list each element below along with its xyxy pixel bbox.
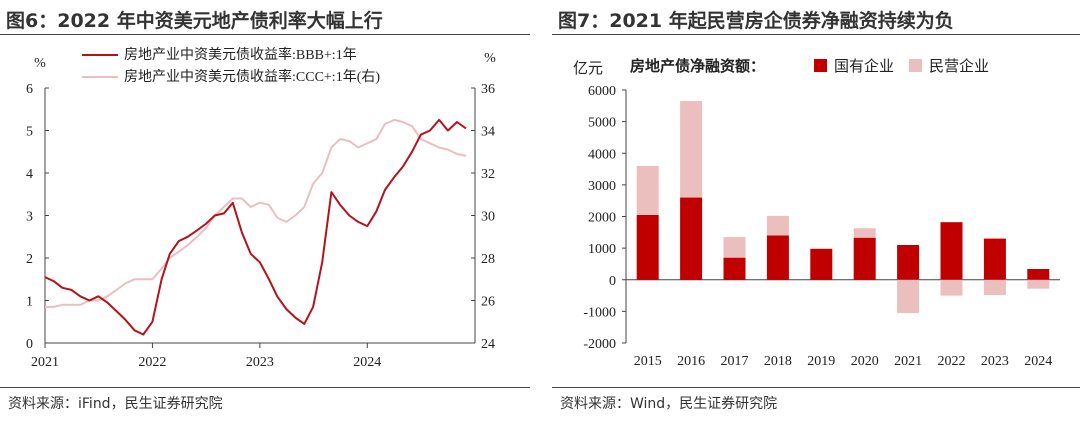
bar-private <box>636 165 659 215</box>
bar-private <box>853 228 876 238</box>
bar-state-owned <box>636 214 659 280</box>
y-right-tick-label: 28 <box>481 252 495 267</box>
source-note: 资料来源：Wind，民生证券研究院 <box>560 396 778 412</box>
y-tick-label: 4000 <box>588 147 616 162</box>
bar-state-owned <box>853 237 876 280</box>
x-tick-label: 2024 <box>1024 354 1052 369</box>
legend-label: 房地产业中资美元债收益率:BBB+:1年 <box>124 46 357 63</box>
y-tick-label: 2000 <box>588 211 616 226</box>
source-note: 资料来源：iFind，民生证券研究院 <box>8 396 223 412</box>
source-divider <box>552 387 1080 388</box>
y-tick-label: 0 <box>609 274 616 289</box>
x-tick-label: 2019 <box>807 354 835 369</box>
y-tick-label: 1 <box>26 295 33 310</box>
y-axis-unit: % <box>34 56 46 71</box>
legend-swatch <box>814 59 827 72</box>
title-divider <box>0 34 530 35</box>
y-axis-unit: 亿元 <box>573 60 603 77</box>
bar-private <box>680 101 703 198</box>
bar-state-owned <box>766 235 789 280</box>
y-tick-label: 3000 <box>588 179 616 194</box>
legend-label: 国有企业 <box>834 57 894 75</box>
x-tick-label: 2023 <box>981 354 1009 369</box>
bar-private <box>766 215 789 236</box>
y-tick-label: 4 <box>26 167 33 182</box>
x-tick-label: 2018 <box>764 354 792 369</box>
right-chart-panel: 图7：2021 年起民营房企债券净融资持续为负 6000 5000 4000 3000… <box>552 0 1080 429</box>
bar-state-owned <box>680 197 703 280</box>
legend-swatch <box>909 59 922 72</box>
x-tick-label: 2024 <box>353 355 381 370</box>
bar-private <box>983 279 1006 295</box>
legend-label: 民营企业 <box>929 57 989 75</box>
y-tick-label: 6 <box>26 82 33 97</box>
net-financing-bar-chart: 6000 5000 4000 3000 2000 1000 0 -1000 -2000 亿元 201… <box>573 57 1060 369</box>
legend-label: 房地产业中资美元债收益率:CCC+:1年(右) <box>124 68 380 85</box>
bar-private <box>897 279 920 313</box>
bar-state-owned <box>897 245 920 280</box>
y-right-tick-label: 26 <box>481 295 495 310</box>
bar-state-owned <box>810 248 833 280</box>
x-tick-label: 2022 <box>938 354 966 369</box>
y-tick-label: 5000 <box>588 116 616 131</box>
y-tick-label: 6000 <box>588 84 616 99</box>
x-tick-label: 2020 <box>851 354 879 369</box>
y-tick-label: 2 <box>26 252 33 267</box>
x-tick-label: 2022 <box>138 355 166 370</box>
bar-state-owned <box>1027 269 1050 280</box>
y-tick-label: 3 <box>26 210 33 225</box>
bar-private <box>940 279 963 296</box>
y-right-axis-unit: % <box>484 51 496 66</box>
x-tick-label: 2017 <box>721 354 749 369</box>
y-tick-label: 5 <box>26 125 33 140</box>
chart-title: 图6：2022 年中资美元地产债利率大幅上行 <box>6 10 383 32</box>
bar-private <box>723 237 746 258</box>
y-tick-label: -1000 <box>583 305 616 320</box>
y-tick-label: -2000 <box>583 337 616 352</box>
legend-title: 房地产债净融资额： <box>630 57 765 75</box>
y-right-tick-label: 24 <box>481 337 495 352</box>
y-tick-label: 1000 <box>588 242 616 257</box>
ccc-yield-line <box>45 118 467 308</box>
title-divider <box>552 34 1080 35</box>
x-tick-label: 2021 <box>894 354 922 369</box>
bar-state-owned <box>983 238 1006 280</box>
y-right-tick-label: 34 <box>481 125 495 140</box>
bar-private <box>1027 279 1050 289</box>
y-tick-label: 0 <box>26 337 33 352</box>
y-right-tick-label: 36 <box>481 82 495 97</box>
x-tick-label: 2016 <box>677 354 705 369</box>
bar-state-owned <box>723 257 746 280</box>
left-chart-panel: 图6：2022 年中资美元地产债利率大幅上行 0 1 2 3 4 5 6 24 26 28 30 32… <box>0 0 530 429</box>
x-tick-label: 2021 <box>31 355 59 370</box>
source-divider <box>0 387 530 388</box>
y-right-tick-label: 30 <box>481 210 495 225</box>
x-tick-label: 2023 <box>246 355 274 370</box>
y-right-tick-label: 32 <box>481 167 495 182</box>
x-tick-label: 2015 <box>634 354 662 369</box>
bar-state-owned <box>940 222 963 280</box>
chart-title: 图7：2021 年起民营房企债券净融资持续为负 <box>558 10 954 32</box>
bbb-yield-line <box>44 118 467 336</box>
